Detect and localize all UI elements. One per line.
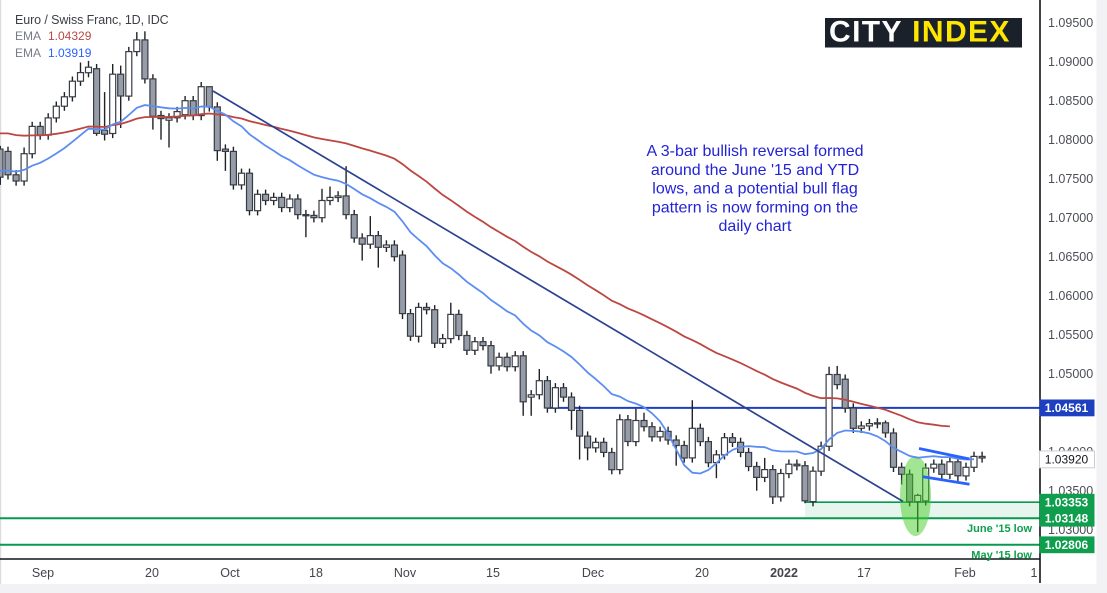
svg-text:around the June '15 and YTD: around the June '15 and YTD — [651, 162, 859, 179]
svg-text:lows, and a potential bull fla: lows, and a potential bull flag — [652, 181, 857, 198]
svg-text:1.03920: 1.03920 — [1045, 453, 1089, 467]
svg-text:15: 15 — [486, 566, 500, 580]
svg-text:1.03353: 1.03353 — [1045, 496, 1089, 510]
svg-text:1.03148: 1.03148 — [1045, 512, 1089, 526]
svg-text:daily chart: daily chart — [719, 218, 792, 235]
svg-text:1: 1 — [1031, 566, 1038, 580]
svg-text:EMA: EMA — [15, 46, 41, 60]
svg-text:1.08000: 1.08000 — [1048, 133, 1093, 147]
svg-text:1.04561: 1.04561 — [1045, 401, 1089, 415]
svg-text:1.06000: 1.06000 — [1048, 289, 1093, 303]
svg-text:CITY INDEX: CITY INDEX — [829, 16, 1011, 49]
svg-text:20: 20 — [695, 566, 709, 580]
svg-text:Dec: Dec — [582, 566, 604, 580]
svg-text:Euro / Swiss Franc, 1D, IDC: Euro / Swiss Franc, 1D, IDC — [15, 13, 169, 27]
svg-text:1.07500: 1.07500 — [1048, 172, 1093, 186]
svg-text:Nov: Nov — [394, 566, 417, 580]
svg-text:Oct: Oct — [220, 566, 240, 580]
svg-text:EMA: EMA — [15, 29, 41, 43]
svg-text:Sep: Sep — [32, 566, 54, 580]
svg-text:1.09000: 1.09000 — [1048, 55, 1093, 69]
svg-text:1.06500: 1.06500 — [1048, 250, 1093, 264]
svg-text:20: 20 — [145, 566, 159, 580]
svg-text:1.05500: 1.05500 — [1048, 328, 1093, 342]
svg-text:1.07000: 1.07000 — [1048, 211, 1093, 225]
svg-text:1.04329: 1.04329 — [48, 29, 92, 43]
svg-text:pattern is now forming on the: pattern is now forming on the — [652, 199, 858, 216]
svg-text:June '15 low: June '15 low — [967, 523, 1032, 535]
svg-text:18: 18 — [309, 566, 323, 580]
svg-text:1.03919: 1.03919 — [48, 46, 92, 60]
svg-text:A 3-bar bullish reversal forme: A 3-bar bullish reversal formed — [647, 143, 864, 160]
svg-text:May '15 low: May '15 low — [971, 550, 1032, 562]
svg-text:1.09500: 1.09500 — [1048, 16, 1093, 30]
svg-text:Feb: Feb — [954, 566, 976, 580]
svg-text:17: 17 — [857, 566, 871, 580]
svg-text:2022: 2022 — [770, 566, 798, 580]
svg-text:1.02806: 1.02806 — [1045, 538, 1089, 552]
svg-text:1.08500: 1.08500 — [1048, 94, 1093, 108]
svg-text:1.05000: 1.05000 — [1048, 367, 1093, 381]
